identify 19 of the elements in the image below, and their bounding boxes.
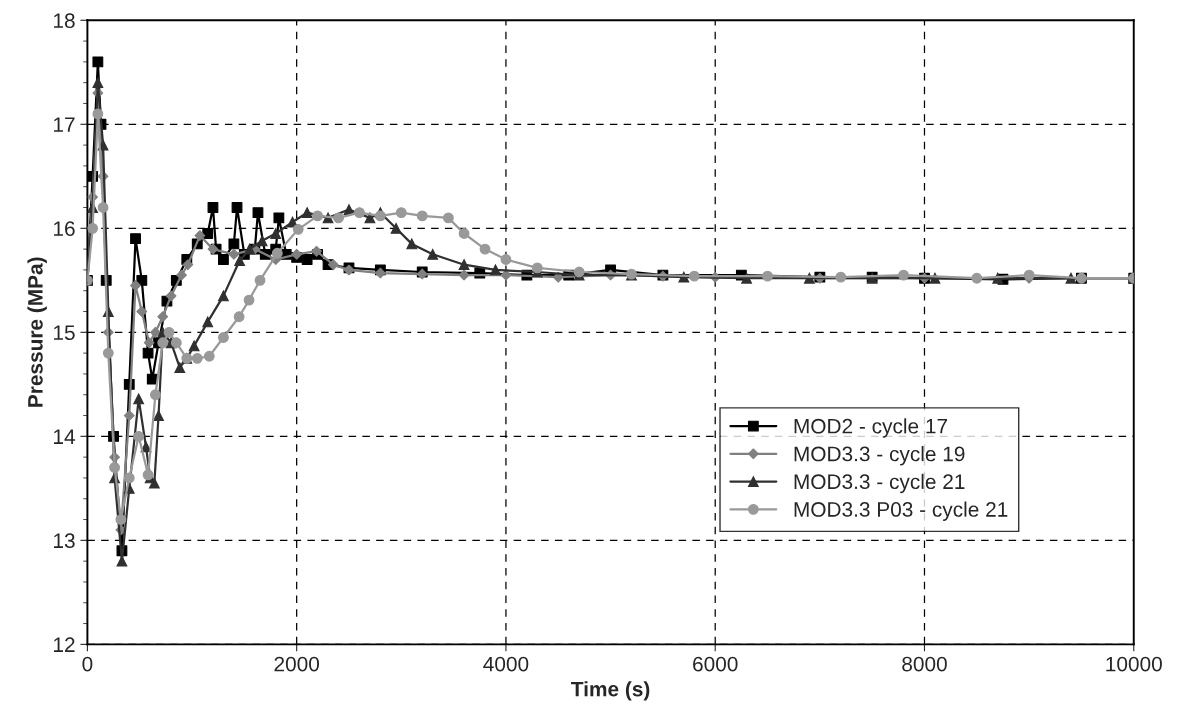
legend-label: MOD3.3 P03 - cycle 21 [794, 501, 1008, 521]
x-tick-label: 4000 [483, 656, 529, 672]
legend-label: MOD2 - cycle 17 [794, 418, 948, 438]
y-tick-label: 13 [54, 533, 75, 549]
x-tick-label: 10000 [1106, 656, 1162, 672]
legend-label: MOD3.3 - cycle 21 [794, 473, 965, 494]
y-tick-label: 16 [54, 221, 75, 237]
legend-label: MOD3.3 - cycle 19 [794, 446, 965, 466]
x-tick-label: 6000 [693, 656, 738, 672]
x-tick-label: 8000 [902, 656, 947, 672]
x-tick-label: 2000 [274, 656, 320, 672]
x-axis-title: Time (s) [571, 681, 650, 701]
y-tick-label: 14 [54, 429, 75, 444]
y-tick-label: 17 [54, 117, 75, 132]
y-tick-label: 18 [54, 13, 75, 29]
y-tick-label: 12 [54, 637, 75, 652]
y-axis-title: Pressure (MPa) [27, 257, 47, 407]
x-tick-label: 0 [82, 656, 93, 672]
y-tick-label: 15 [54, 325, 75, 341]
